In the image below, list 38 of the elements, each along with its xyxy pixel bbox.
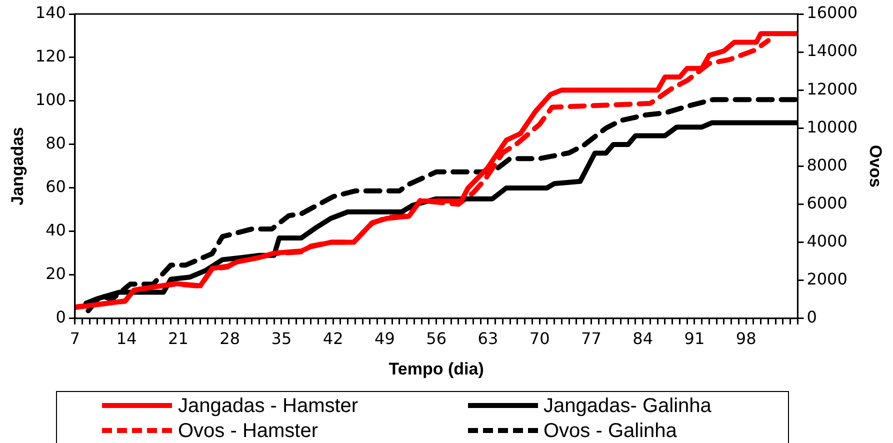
- legend-label: Ovos - Galinha: [544, 418, 677, 442]
- x-tick-label: 14: [116, 329, 137, 348]
- y-tick-label: 20: [46, 264, 66, 284]
- y2-tick-label: 6000: [806, 193, 848, 212]
- y-tick-label: 100: [35, 90, 66, 110]
- y-tick-label: 60: [46, 177, 66, 196]
- x-tick-label: 49: [374, 329, 395, 348]
- y2-tick-label: 4000: [806, 231, 848, 250]
- y-tick-label: 0: [56, 308, 66, 327]
- x-tick-label: 35: [271, 329, 292, 348]
- y2-tick-label: 0: [806, 308, 817, 327]
- y2-tick-label: 10000: [806, 117, 858, 136]
- y-axis-title: Jangadas: [8, 126, 27, 206]
- legend-label: Jangadas- Galinha: [544, 394, 712, 418]
- x-tick-label: 63: [478, 329, 498, 348]
- x-tick-label: 77: [581, 329, 602, 348]
- y2-tick-label: 14000: [806, 41, 858, 60]
- x-tick-label: 7: [70, 329, 80, 348]
- y2-tick-label: 2000: [806, 270, 848, 289]
- y2-tick-label: 8000: [806, 155, 848, 174]
- y-tick-label: 140: [35, 3, 66, 22]
- y2-tick-label: 12000: [806, 79, 858, 98]
- x-axis-title: Tempo (dia): [388, 359, 484, 378]
- x-tick-label: 98: [736, 329, 756, 348]
- x-tick-label: 84: [632, 329, 654, 348]
- legend-label: Jangadas - Hamster: [178, 394, 358, 418]
- y-tick-label: 80: [46, 134, 66, 153]
- legend-label: Ovos - Hamster: [178, 418, 318, 442]
- y-tick-label: 120: [35, 46, 66, 66]
- y2-tick-label: 16000: [806, 3, 858, 22]
- x-tick-label: 56: [426, 329, 446, 348]
- x-tick-label: 70: [529, 329, 550, 348]
- y-tick-label: 40: [46, 220, 66, 240]
- y2-axis-title: Ovos: [866, 144, 886, 188]
- x-tick-label: 21: [168, 329, 188, 348]
- x-tick-label: 28: [220, 329, 240, 348]
- x-tick-label: 42: [322, 329, 344, 348]
- x-tick-label: 91: [684, 329, 705, 348]
